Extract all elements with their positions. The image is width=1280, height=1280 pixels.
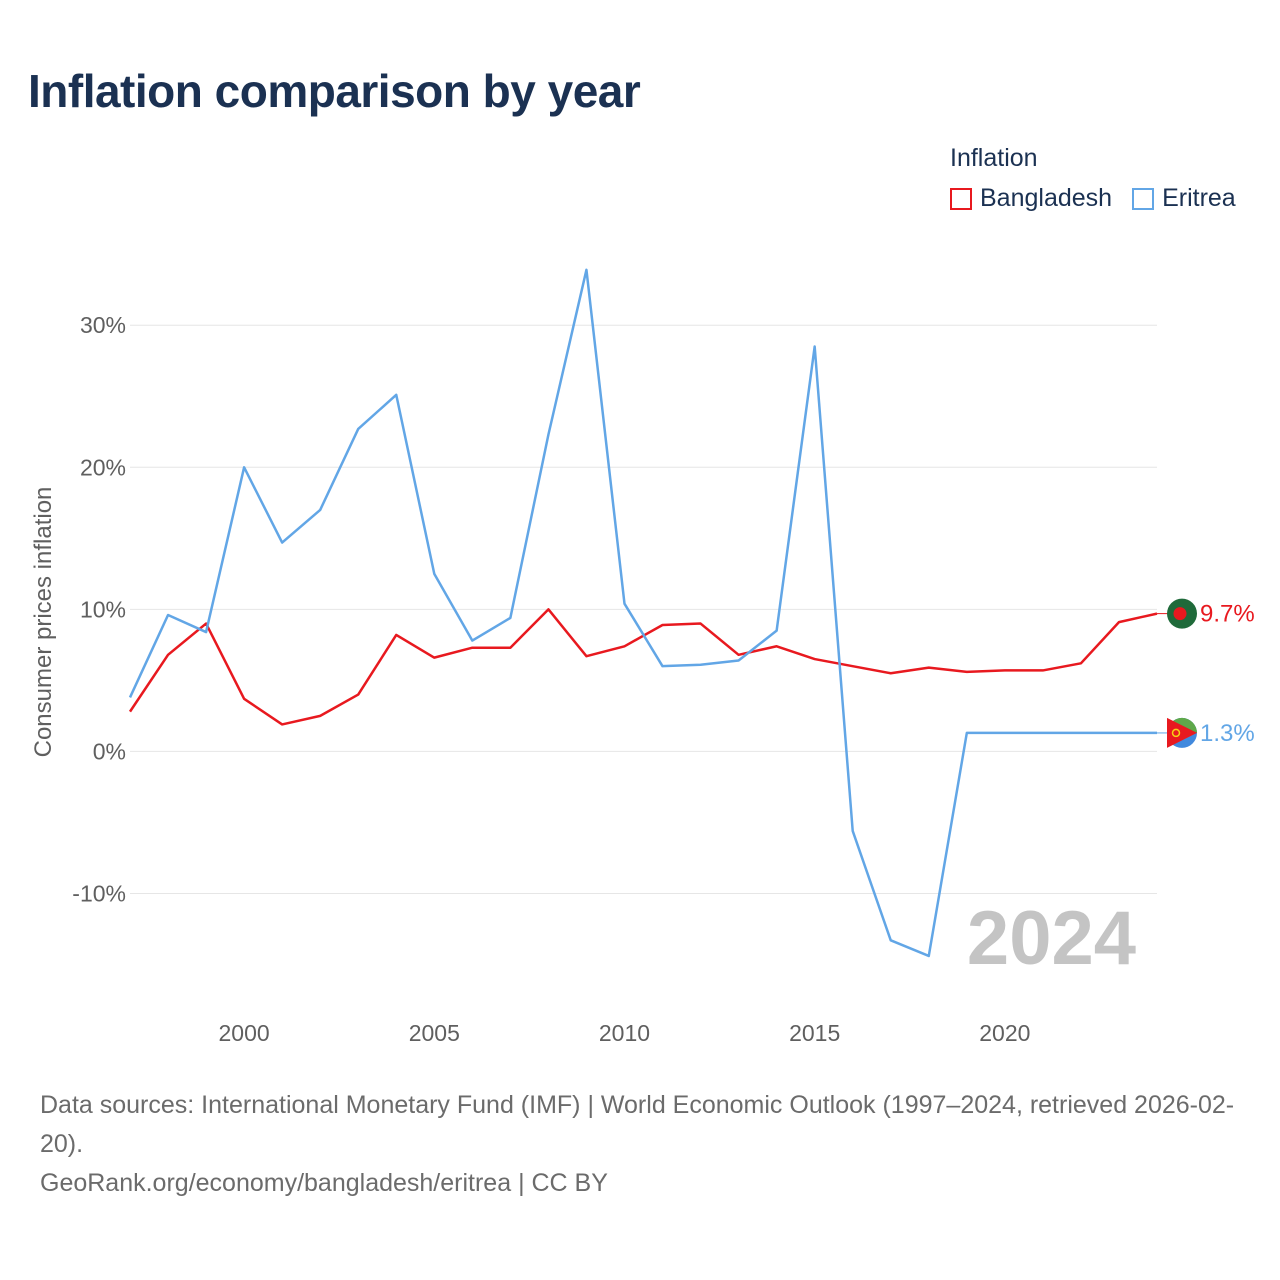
data-sources: Data sources: International Monetary Fun… xyxy=(40,1091,1235,1158)
y-tick-label: 0% xyxy=(93,738,126,764)
eritrea-flag-icon xyxy=(1167,717,1197,748)
y-tick-label: 10% xyxy=(80,596,126,622)
end-value-label-bangladesh: 9.7% xyxy=(1200,601,1255,628)
y-axis-label: Consumer prices inflation xyxy=(30,487,57,758)
y-tick-label: -10% xyxy=(72,880,126,906)
x-tick-label: 2020 xyxy=(979,1020,1030,1046)
line-chart: -10% 0% 10% 20% 30% 2000 2005 2010 2015 2020 Consu… xyxy=(30,268,1255,1046)
flag-emblem xyxy=(1171,728,1181,738)
year-watermark: 2024 xyxy=(967,896,1136,981)
series-line-bangladesh xyxy=(128,608,1158,726)
legend-swatch-bangladesh xyxy=(950,187,972,210)
y-tick-label: 30% xyxy=(80,312,126,338)
footer: Data sources: International Monetary Fun… xyxy=(40,1086,1250,1203)
legend-label-eritrea: Eritrea xyxy=(1162,184,1236,212)
legend-title: Inflation xyxy=(950,144,1038,172)
x-tick-label: 2005 xyxy=(409,1020,460,1046)
bangladesh-flag-icon xyxy=(1167,598,1197,629)
end-value-label-eritrea: 1.3% xyxy=(1200,720,1255,747)
y-tick-label: 20% xyxy=(80,454,126,480)
legend-swatch-eritrea xyxy=(1132,187,1155,210)
x-tick-label: 2000 xyxy=(219,1020,270,1046)
flag-triangle xyxy=(1167,717,1197,748)
series-line-eritrea xyxy=(128,268,1157,958)
chart-title: Inflation comparison by year xyxy=(28,65,641,117)
legend-label-bangladesh: Bangladesh xyxy=(980,184,1113,212)
x-tick-label: 2015 xyxy=(789,1020,840,1046)
legend-item-bangladesh[interactable]: Bangladesh xyxy=(950,184,1112,213)
legend-item-eritrea[interactable]: Eritrea xyxy=(1132,184,1236,213)
flag-disc xyxy=(1173,607,1187,621)
legend: Bangladesh Eritrea xyxy=(950,184,1236,213)
credit-link[interactable]: GeoRank.org/economy/bangladesh/eritrea |… xyxy=(40,1169,608,1197)
x-tick-label: 2010 xyxy=(599,1020,650,1046)
